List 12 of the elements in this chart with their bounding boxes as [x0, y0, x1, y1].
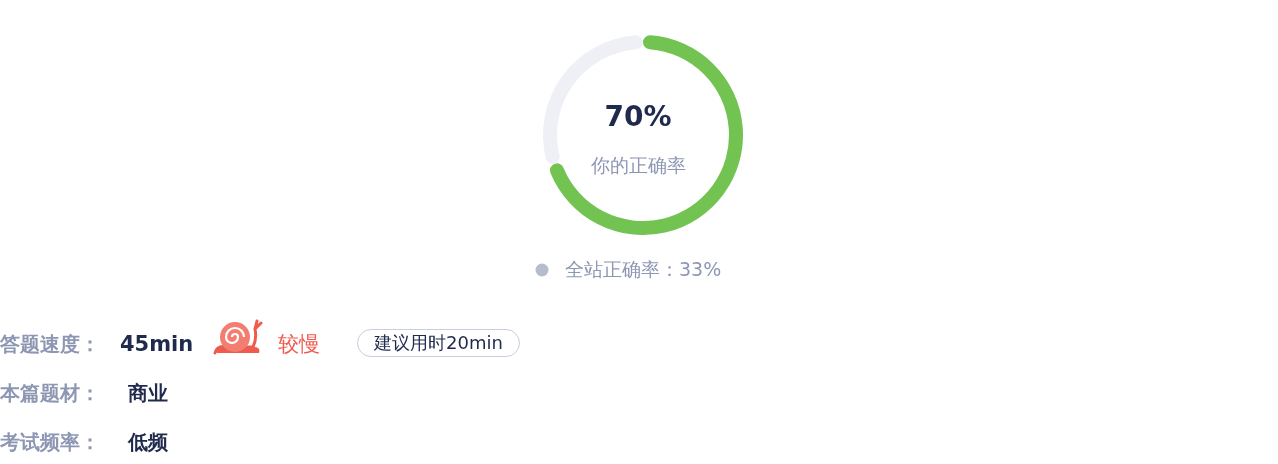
- text: 你的正确率: [589, 154, 687, 177]
- donut-slice: [549, 35, 743, 235]
- text: 70%: [603, 100, 673, 134]
- text: 45min: [120, 332, 194, 358]
- text: 答题速度：: [0, 332, 100, 356]
- text: 商业: [128, 381, 168, 405]
- text: 较慢: [278, 332, 320, 358]
- text: 本篇题材：: [0, 381, 100, 405]
- text: 低频: [128, 430, 168, 454]
- text: 考试频率：: [0, 430, 100, 454]
- text: 全站正确率：33%: [565, 258, 722, 281]
- text: 建议用时20min: [357, 329, 520, 357]
